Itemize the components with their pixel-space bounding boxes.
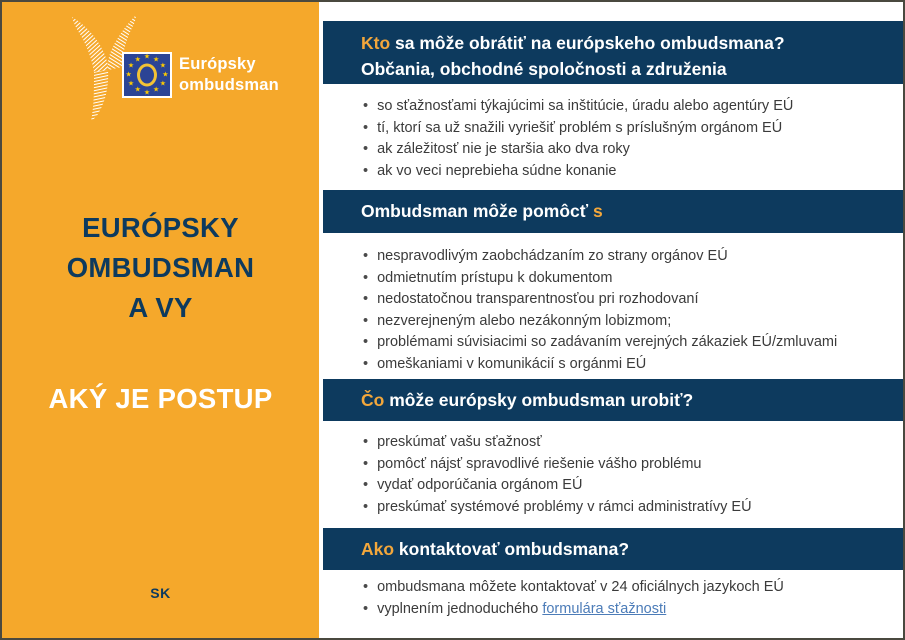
eu-flag-icon: ★ ★ ★ ★ ★ ★ ★ ★ ★ ★ ★ ★ (122, 52, 172, 98)
bullet-item: vyplnením jednoduchého formulára sťažnos… (363, 599, 895, 621)
page-subtitle: AKÝ JE POSTUP (48, 383, 273, 414)
bullet-item: omeškaniami v komunikácií s orgánmi EÚ (363, 354, 895, 376)
bullet-item: ak vo veci neprebieha súdne konanie (363, 161, 895, 183)
title-line-1: EURÓPSKY (82, 212, 239, 243)
bird-emblem-icon (72, 15, 136, 121)
header-accent-word: Čo (361, 389, 385, 410)
left-panel: ★ ★ ★ ★ ★ ★ ★ ★ ★ ★ ★ ★ Európsky ombudsman EURÓPSKY… (2, 2, 319, 638)
bullet-item: tí, ktorí sa už snažili vyriešiť problém… (363, 118, 895, 140)
title-line-2: OMBUDSMAN (66, 252, 255, 283)
flag-star-icon: ★ (134, 56, 141, 64)
complaint-form-link[interactable]: formulára sťažnosti (542, 600, 667, 617)
flag-star-icon: ★ (159, 62, 167, 70)
page-title: EURÓPSKY OMBUDSMAN A VY (2, 208, 319, 328)
bullet-list-who: so sťažnosťami týkajúcimi sa inštitúcie,… (363, 96, 895, 182)
section-header-what-line: Čo môže európsky ombudsman urobiť? (361, 390, 693, 411)
title-line-3: A VY (128, 292, 193, 323)
bullet-item: ombudsmana môžete kontaktovať v 24 ofici… (363, 577, 895, 599)
bullet-item: preskúmať vašu sťažnosť (363, 432, 895, 454)
bullet-item: so sťažnosťami týkajúcimi sa inštitúcie,… (363, 96, 895, 118)
bullet-item: ak záležitosť nie je staršia ako dva rok… (363, 139, 895, 161)
section-header-who-line1: Kto sa môže obrátiť na európskeho ombuds… (361, 30, 893, 56)
brand-name: Európsky ombudsman (179, 54, 279, 96)
bullet-list-how: ombudsmana môžete kontaktovať v 24 ofici… (363, 577, 895, 620)
bullet-item: vydať odporúčania orgánom EÚ (363, 475, 895, 497)
bullet-item: preskúmať systémové problémy v rámci adm… (363, 497, 895, 519)
header-rest: môže európsky ombudsman urobiť? (384, 389, 694, 410)
flag-star-icon: ★ (143, 53, 151, 61)
bullet-item: nezverejneným alebo nezákonným lobizmom; (363, 311, 895, 333)
header-accent-word: s (593, 201, 603, 221)
bullet-list-what: preskúmať vašu sťažnosťpomôcť nájsť spra… (363, 432, 895, 518)
flag-star-icon: ★ (143, 89, 151, 97)
header-accent-word: Ako (361, 538, 395, 559)
flag-star-icon: ★ (127, 80, 135, 88)
header-accent-word: Kto (361, 33, 391, 53)
bullet-item: odmietnutím prístupu k dokumentom (363, 268, 895, 290)
brand-line-1: Európsky (179, 55, 256, 73)
brand-line-2: ombudsman (179, 76, 279, 94)
section-header-who: Kto sa môže obrátiť na európskeho ombuds… (323, 21, 903, 84)
language-code: SK (150, 585, 171, 601)
section-header-how-line: Ako kontaktovať ombudsmana? (361, 539, 629, 560)
header-rest: kontaktovať ombudsmana? (394, 538, 630, 559)
section-header-how: Ako kontaktovať ombudsmana? (323, 528, 903, 570)
flag-o-emblem (137, 63, 157, 87)
bullet-item: pomôcť nájsť spravodlivé riešenie vášho … (363, 454, 895, 476)
section-header-who-line2: Občania, obchodné spoločnosti a združeni… (361, 59, 727, 79)
section-header-help-with: Ombudsman môže pomôcť s (323, 190, 903, 233)
flag-star-icon: ★ (134, 86, 141, 94)
flag-star-icon: ★ (125, 71, 132, 79)
section-header-what: Čo môže európsky ombudsman urobiť? (323, 379, 903, 421)
flag-star-icon: ★ (153, 86, 160, 94)
bullet-item: nespravodlivým zaobchádzaním zo strany o… (363, 246, 895, 268)
flag-stars: ★ ★ ★ ★ ★ ★ ★ ★ ★ ★ ★ ★ (124, 54, 170, 96)
flag-star-icon: ★ (162, 71, 169, 79)
flag-star-icon: ★ (127, 62, 135, 70)
header-rest: Ombudsman môže pomôcť (361, 201, 594, 221)
bullet-item: nedostatočnou transparentnosťou pri rozh… (363, 289, 895, 311)
bullet-item: problémami súvisiacimi so zadávaním vere… (363, 332, 895, 354)
flag-star-icon: ★ (159, 80, 167, 88)
section-header-help-line: Ombudsman môže pomôcť s (361, 201, 603, 222)
header-rest: sa môže obrátiť na európskeho ombudsmana… (390, 33, 785, 53)
bullet-list-help-with: nespravodlivým zaobchádzaním zo strany o… (363, 246, 895, 375)
flag-star-icon: ★ (153, 56, 160, 64)
